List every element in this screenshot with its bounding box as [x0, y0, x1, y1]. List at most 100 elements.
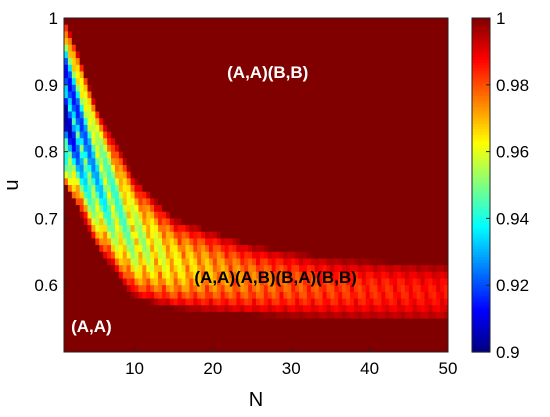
heatmap-cell [228, 144, 234, 153]
heatmap-cell [412, 271, 418, 280]
heatmap-cell [291, 205, 296, 213]
heatmap-cell [393, 265, 398, 273]
heatmap-cell [181, 251, 187, 260]
heatmap-cell [83, 151, 89, 159]
heatmap-cell [318, 238, 324, 246]
heatmap-cell [306, 104, 312, 113]
heatmap-cell [397, 151, 402, 159]
heatmap-cell [154, 298, 159, 306]
heatmap-cell [263, 318, 269, 326]
heatmap-cell [201, 51, 206, 59]
heatmap-cell [228, 98, 234, 106]
heatmap-cell [432, 71, 437, 79]
colorbar-swatch [472, 87, 490, 91]
heatmap-cell [432, 231, 437, 240]
heatmap-cell [400, 98, 406, 106]
heatmap-cell [236, 164, 241, 173]
heatmap-cell [361, 211, 367, 219]
heatmap-cell [400, 291, 406, 300]
heatmap-cell [408, 158, 414, 166]
heatmap-cell [306, 164, 312, 173]
heatmap-cell [75, 38, 81, 46]
heatmap-cell [111, 198, 116, 206]
heatmap-cell [342, 18, 347, 26]
heatmap-cell [208, 345, 214, 352]
heatmap-cell [205, 258, 210, 266]
heatmap-cell [342, 191, 347, 199]
heatmap-cell [118, 71, 124, 79]
heatmap-cell [165, 18, 171, 26]
heatmap-cell [224, 111, 230, 119]
heatmap-cell [91, 38, 96, 46]
heatmap-cell [103, 251, 108, 260]
heatmap-cell [373, 285, 379, 293]
heatmap-cell [357, 278, 363, 286]
heatmap-cell [306, 44, 312, 52]
heatmap-cell [342, 111, 347, 119]
heatmap-cell [142, 325, 147, 333]
heatmap-cell [412, 258, 418, 266]
heatmap-cell [275, 84, 281, 93]
heatmap-cell [161, 185, 167, 193]
heatmap-cell [267, 71, 273, 79]
heatmap-cell [397, 91, 402, 99]
heatmap-cell [240, 158, 245, 166]
heatmap-cell [142, 331, 147, 340]
heatmap-cell [295, 144, 300, 153]
colorbar-swatch [472, 45, 490, 50]
heatmap-cell [271, 291, 277, 300]
heatmap-cell [400, 58, 406, 66]
heatmap-cell [267, 231, 273, 240]
heatmap-cell [95, 98, 100, 106]
heatmap-cell [161, 338, 167, 346]
heatmap-cell [177, 298, 183, 306]
heatmap-cell [134, 91, 140, 99]
heatmap-cell [169, 104, 175, 113]
heatmap-cell [310, 238, 316, 246]
heatmap-cell [212, 331, 218, 340]
heatmap-cell [185, 31, 190, 39]
heatmap-cell [420, 291, 426, 300]
heatmap-cell [173, 171, 179, 179]
heatmap-cell [365, 31, 371, 39]
heatmap-cell [314, 44, 320, 52]
heatmap-cell [64, 231, 69, 240]
heatmap-cell [150, 64, 155, 73]
heatmap-cell [126, 225, 132, 233]
heatmap-cell [161, 325, 167, 333]
heatmap-cell [408, 191, 414, 199]
heatmap-cell [161, 144, 167, 153]
heatmap-cell [373, 171, 379, 179]
heatmap-cell [134, 285, 140, 293]
heatmap-cell [346, 111, 351, 119]
heatmap-cell [389, 285, 394, 293]
heatmap-cell [338, 131, 343, 139]
heatmap-cell [334, 31, 339, 39]
heatmap-cell [208, 191, 214, 199]
heatmap-cell [428, 91, 433, 99]
heatmap-cell [114, 104, 120, 113]
heatmap-cell [393, 325, 398, 333]
heatmap-cell [444, 111, 448, 119]
heatmap-cell [338, 251, 343, 260]
heatmap-cell [334, 298, 339, 306]
heatmap-cell [365, 265, 371, 273]
heatmap-cell [385, 191, 390, 199]
heatmap-cell [75, 178, 81, 186]
heatmap-cell [95, 338, 100, 346]
heatmap-cell [118, 311, 124, 320]
heatmap-cell [248, 84, 253, 93]
heatmap-cell [275, 245, 281, 253]
heatmap-cell [248, 98, 253, 106]
heatmap-cell [346, 251, 351, 260]
heatmap-cell [169, 138, 175, 146]
heatmap-cell [404, 305, 410, 313]
heatmap-cell [216, 318, 222, 326]
heatmap-cell [412, 211, 418, 219]
heatmap-cell [208, 338, 214, 346]
heatmap-cell [389, 111, 394, 119]
heatmap-cell [220, 44, 226, 52]
heatmap-cell [205, 51, 210, 59]
heatmap-cell [334, 325, 339, 333]
heatmap-cell [67, 325, 73, 333]
